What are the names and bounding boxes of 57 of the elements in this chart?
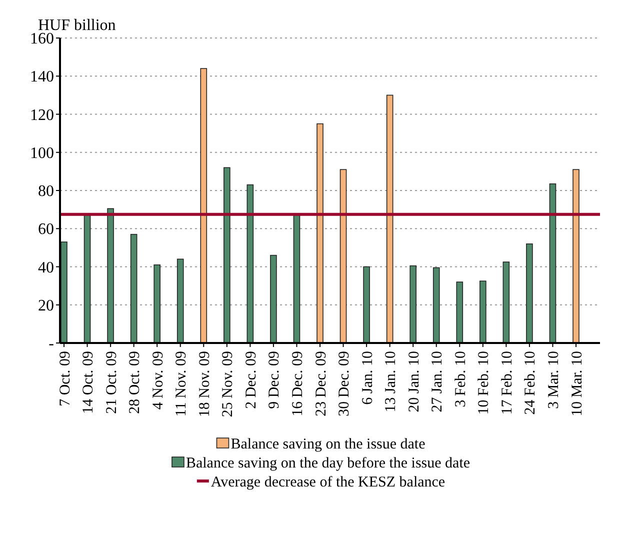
x-tick-label: 11 Nov. 09 xyxy=(174,351,190,417)
x-tick-label: 7 Oct. 09 xyxy=(57,351,74,406)
y-tick-label: 100 xyxy=(30,144,54,162)
x-tick-label: 27 Jan. 10 xyxy=(430,351,446,412)
bar xyxy=(316,123,324,344)
bar xyxy=(60,242,68,344)
x-tick-label: 28 Oct. 09 xyxy=(127,351,144,414)
bar xyxy=(363,266,370,344)
y-tick-label: 120 xyxy=(30,106,54,124)
bar xyxy=(154,264,160,344)
x-tick-label: 18 Nov. 09 xyxy=(196,351,213,418)
y-tick-label: 40 xyxy=(38,259,54,276)
x-tick-label: 13 Jan. 10 xyxy=(383,351,400,412)
x-tick-label: 2 Dec. 09 xyxy=(243,351,260,409)
x-tick-label: 10 Mar. 10 xyxy=(569,351,586,416)
x-tick-label: 3 Mar. 10 xyxy=(546,351,562,409)
x-tick-label: 24 Feb. 10 xyxy=(522,351,539,415)
legend-label: Average decrease of the KESZ balance xyxy=(210,474,446,490)
x-tick-label: 25 Nov. 09 xyxy=(220,351,236,418)
legend-label: Balance saving on the day before the issue date xyxy=(186,455,470,472)
x-tick-label: 9 Dec. 09 xyxy=(266,351,283,409)
bar xyxy=(572,169,580,344)
bar xyxy=(526,243,533,344)
y-tick-label: 80 xyxy=(38,183,54,200)
bar xyxy=(224,167,230,344)
x-tick-label: 20 Jan. 10 xyxy=(406,351,422,412)
bar xyxy=(502,262,510,344)
bar xyxy=(480,280,486,344)
y-tick-label: 20 xyxy=(38,297,54,314)
x-tick-label: 23 Dec. 09 xyxy=(313,351,330,416)
x-tick-label: 17 Feb. 10 xyxy=(499,351,516,415)
legend-label: Balance saving on the issue date xyxy=(230,436,426,452)
bar xyxy=(456,282,464,344)
bar xyxy=(432,267,440,344)
bar xyxy=(84,214,91,344)
y-tick-label: - xyxy=(48,336,54,353)
bar xyxy=(549,183,556,344)
x-tick-label: 16 Dec. 09 xyxy=(290,351,306,416)
x-tick-label: 4 Nov. 09 xyxy=(150,351,166,410)
y-tick-label: 60 xyxy=(38,221,54,238)
y-tick-label: 140 xyxy=(30,68,54,86)
x-tick-label: 10 Feb. 10 xyxy=(476,351,492,415)
bar xyxy=(293,214,300,344)
bar xyxy=(130,234,138,344)
x-tick-label: 21 Oct. 09 xyxy=(104,351,120,414)
bar xyxy=(200,68,208,344)
bar xyxy=(386,94,394,344)
x-tick-label: 6 Jan. 10 xyxy=(360,351,376,405)
x-tick-label: 3 Feb. 10 xyxy=(452,351,469,408)
bar xyxy=(107,208,114,344)
x-tick-label: 30 Dec. 09 xyxy=(336,351,353,416)
x-tick-label: 14 Oct. 09 xyxy=(80,351,97,414)
bar xyxy=(176,258,184,344)
bar xyxy=(340,169,347,344)
bar xyxy=(246,184,254,344)
bar xyxy=(410,265,416,344)
bar xyxy=(270,254,277,344)
